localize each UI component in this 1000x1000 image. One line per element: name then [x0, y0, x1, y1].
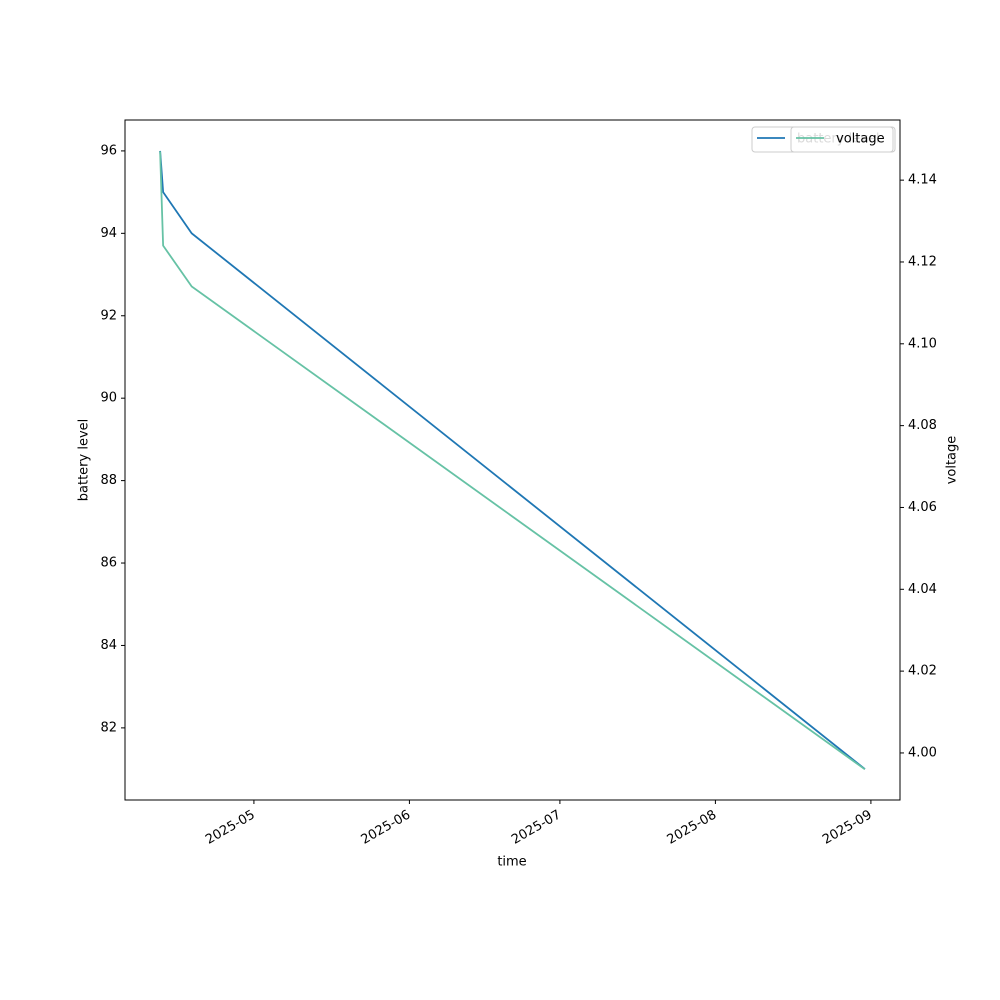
x-tick-label: 2025-06 [359, 808, 414, 848]
y2-tick-label: 4.06 [908, 500, 937, 515]
y2-tick-label: 4.10 [908, 336, 937, 351]
x-tick-label: 2025-08 [665, 808, 720, 848]
y2-tick-label: 4.12 [908, 254, 937, 269]
y2-tick-label: 4.14 [908, 173, 937, 188]
legend-label: voltage [836, 132, 885, 147]
line [159, 150, 866, 770]
y-tick-label: 84 [100, 638, 117, 653]
x-tick-label: 2025-09 [820, 808, 875, 848]
y-tick-label: 96 [100, 143, 117, 158]
y-tick-label: 92 [100, 308, 117, 323]
y2-axis-label: voltage [945, 436, 960, 485]
x-tick-label: 2025-07 [509, 808, 564, 848]
y-tick-label: 94 [100, 226, 117, 241]
y-tick-label: 86 [100, 556, 117, 571]
y-axis-label: battery level [77, 419, 92, 502]
y-tick-label: 82 [100, 720, 117, 735]
x-tick-label: 2025-05 [203, 808, 258, 848]
y-tick-label: 88 [100, 473, 117, 488]
y2-tick-label: 4.04 [908, 582, 937, 597]
x-axis-label: time [497, 855, 526, 870]
line [159, 151, 866, 771]
legend-box [790, 126, 894, 153]
y2-tick-label: 4.00 [908, 745, 937, 760]
y2-tick-label: 4.02 [908, 664, 937, 679]
plot-frame [124, 119, 901, 801]
y2-tick-label: 4.08 [908, 418, 937, 433]
y-tick-label: 90 [100, 391, 117, 406]
